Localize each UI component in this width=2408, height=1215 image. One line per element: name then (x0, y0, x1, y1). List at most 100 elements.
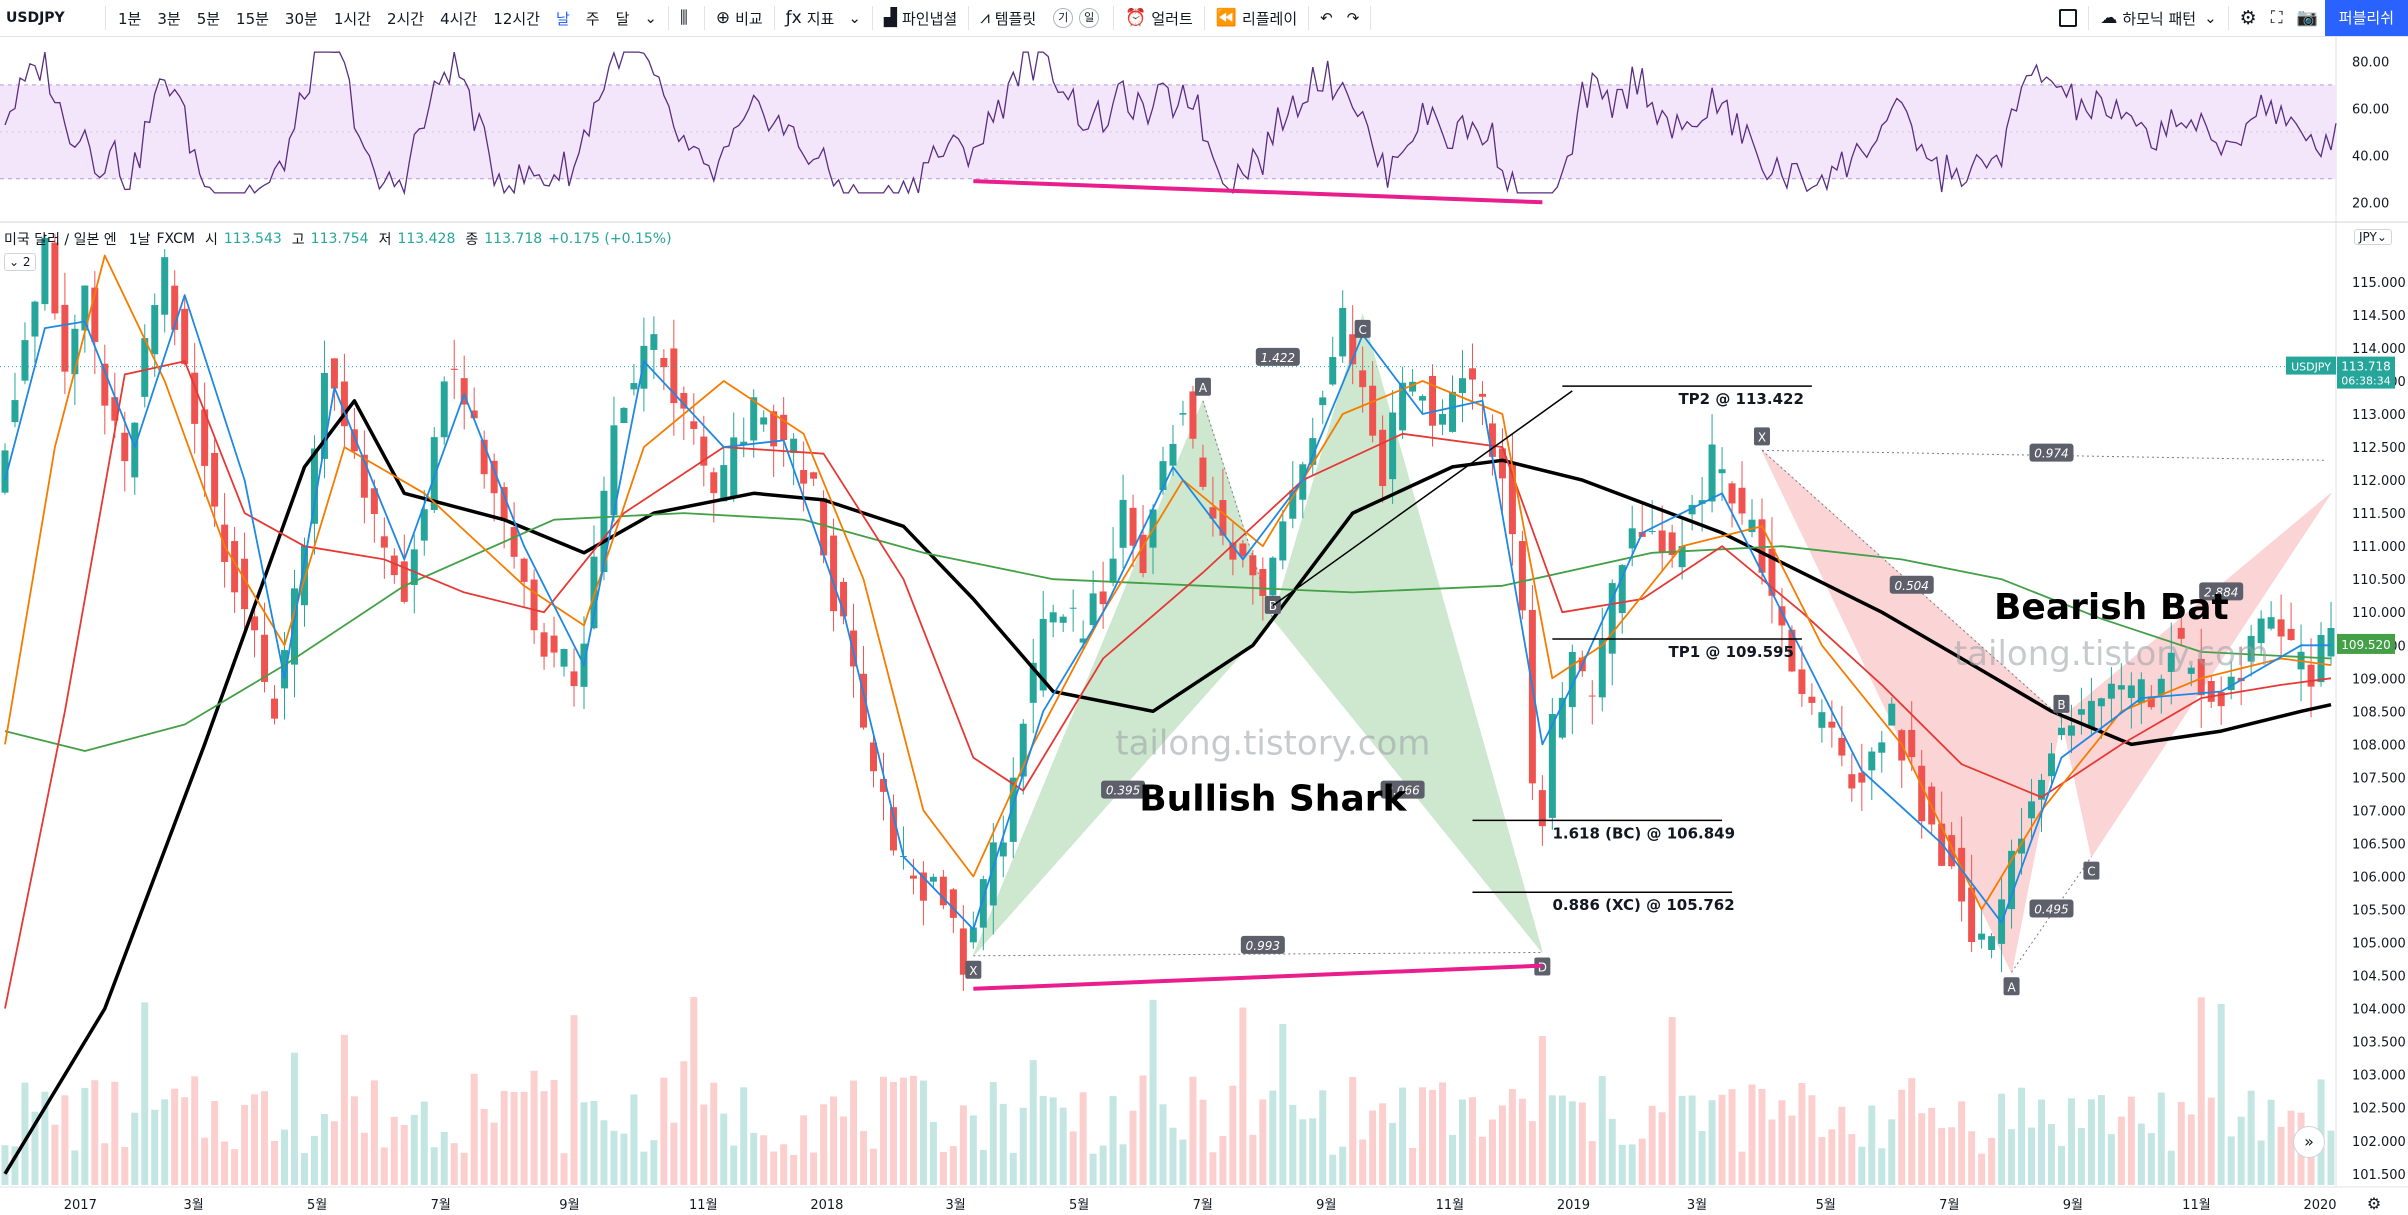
candle-body (2227, 676, 2235, 691)
interval-15분[interactable]: 15분 (236, 9, 269, 28)
volume-bar (1728, 1089, 1736, 1185)
indicators-dropdown[interactable]: ⌄ (841, 0, 868, 36)
interval-3분[interactable]: 3분 (157, 9, 181, 28)
volume-bar (1439, 1082, 1447, 1185)
candle-body (2327, 628, 2335, 657)
volume-bar (1628, 1144, 1636, 1185)
interval-2시간[interactable]: 2시간 (386, 9, 425, 28)
candle-body (141, 338, 149, 397)
legend-collapse-toggle[interactable]: ⌄ 2 (4, 253, 36, 271)
time-tick-label: 9월 (2063, 1198, 2083, 1213)
publish-button[interactable]: 퍼블리쉬 (2324, 0, 2408, 36)
compare-button[interactable]: ⊕ 비교 (709, 0, 770, 36)
scroll-to-realtime-button[interactable]: » (2293, 1126, 2325, 1158)
volume-bar (131, 1112, 139, 1185)
volume-bar (1169, 1127, 1177, 1185)
interval-날[interactable]: 날 (555, 9, 570, 28)
redo-button[interactable]: ↷ (1340, 0, 1367, 36)
price-tick-label: 103.000 (2352, 1069, 2406, 1084)
interval-주[interactable]: 주 (585, 9, 600, 28)
volume-bar (2067, 1098, 2075, 1185)
shark-ratio-label: 2.066 (1385, 784, 1420, 798)
candle-body (2287, 628, 2295, 641)
candle-body (2008, 850, 2016, 910)
legend-low: 113.428 (397, 231, 456, 247)
replay-button[interactable]: ⏪ 리플레이 (1209, 0, 1304, 36)
volume-bar (1828, 1129, 1836, 1185)
candle-body (1778, 606, 1786, 626)
volume-bar (909, 1075, 917, 1185)
undo-button[interactable]: ↶ (1313, 0, 1340, 36)
pine-button[interactable]: ▟ 파인냅셜 (877, 0, 964, 36)
volume-bar (1239, 1007, 1247, 1185)
indicators-button[interactable]: ƒx 지표 (779, 0, 842, 36)
candle-body (350, 429, 358, 452)
volume-bar (1848, 1134, 1856, 1185)
candle-body (770, 411, 778, 447)
volume-bar (310, 1135, 318, 1185)
volume-bar (700, 1104, 708, 1185)
interval-30분[interactable]: 30분 (284, 9, 318, 28)
templates-button[interactable]: ⩘ 템플릿 (973, 0, 1043, 36)
rsi-tick-label: 80.00 (2352, 55, 2389, 70)
interval-dropdown[interactable]: ⌄ (637, 0, 664, 36)
interval-5분[interactable]: 5분 (196, 9, 221, 28)
gear-icon: ⚙ (2239, 7, 2257, 29)
volume-bar (1229, 1085, 1237, 1185)
settings-button[interactable]: ⚙ (2233, 0, 2264, 36)
time-tick-label: 3월 (945, 1198, 965, 1213)
interval-1분[interactable]: 1분 (118, 9, 142, 28)
candle-body (1658, 530, 1666, 553)
chart-canvas[interactable]: 80.00 60.00 40.00 20.00 115.000 114.500 114.00… (0, 37, 2408, 1215)
candle-body (860, 673, 868, 728)
snapshot-button[interactable]: 📷 (2290, 0, 2325, 36)
candle-body (2147, 696, 2155, 708)
symbol-search[interactable]: USDJPY (6, 10, 65, 26)
volume-bar (1149, 999, 1157, 1185)
price-tick-label: 115.000 (2352, 276, 2406, 291)
bat-ratio-label: 0.504 (1895, 579, 1929, 593)
volume-bar (1209, 1152, 1217, 1185)
time-tick-label: 2019 (1557, 1198, 1590, 1213)
candle-body (800, 470, 808, 484)
price-tick-label: 106.000 (2352, 870, 2406, 885)
template-chip[interactable]: 기 (1053, 8, 1074, 28)
volume-bar (151, 1109, 159, 1185)
volume-bar (939, 1151, 947, 1185)
fullscreen-button[interactable]: ⛶ (2264, 0, 2290, 36)
volume-bar (350, 1096, 358, 1185)
volume-bar (1349, 1076, 1357, 1185)
volume-bar (2217, 1003, 2225, 1185)
volume-bar (949, 1146, 957, 1185)
volume-bar (1868, 1105, 1876, 1185)
volume-bar (490, 1122, 498, 1185)
time-tick-label: 7월 (431, 1198, 451, 1213)
currency-unit-selector[interactable]: JPY⌄ (2354, 229, 2392, 245)
candle-body (271, 698, 279, 719)
candle-body (1498, 448, 1506, 479)
harmonic-pattern-button[interactable]: ☁ 하모닉 패턴 ⌄ (2093, 0, 2223, 36)
interval-달[interactable]: 달 (615, 9, 630, 28)
candle-body (2107, 683, 2115, 699)
price-tick-label: 102.000 (2352, 1135, 2406, 1150)
layout-button[interactable] (2052, 0, 2084, 36)
candle-body (61, 304, 69, 372)
volume-bar (1768, 1119, 1776, 1185)
volume-bar (1598, 1076, 1606, 1185)
candle-body (1528, 609, 1536, 784)
alert-button[interactable]: ⏰ 얼러트 (1118, 0, 1200, 36)
interval-12시간[interactable]: 12시간 (493, 9, 540, 28)
chart-type-button[interactable]: ⫼ (673, 0, 700, 36)
volume-bar (1578, 1102, 1586, 1185)
volume-bar (171, 1088, 179, 1185)
volume-bar (1888, 1119, 1896, 1185)
time-tick-label: 2017 (64, 1198, 97, 1213)
volume-bar (261, 1091, 269, 1185)
candle-body (1718, 469, 1726, 474)
interval-1시간[interactable]: 1시간 (333, 9, 371, 28)
interval-4시간[interactable]: 4시간 (440, 9, 478, 28)
volume-bar (141, 1002, 149, 1185)
candle-body (2117, 685, 2125, 690)
volume-bar (1898, 1089, 1906, 1185)
template-chip[interactable]: 일 (1079, 8, 1100, 28)
